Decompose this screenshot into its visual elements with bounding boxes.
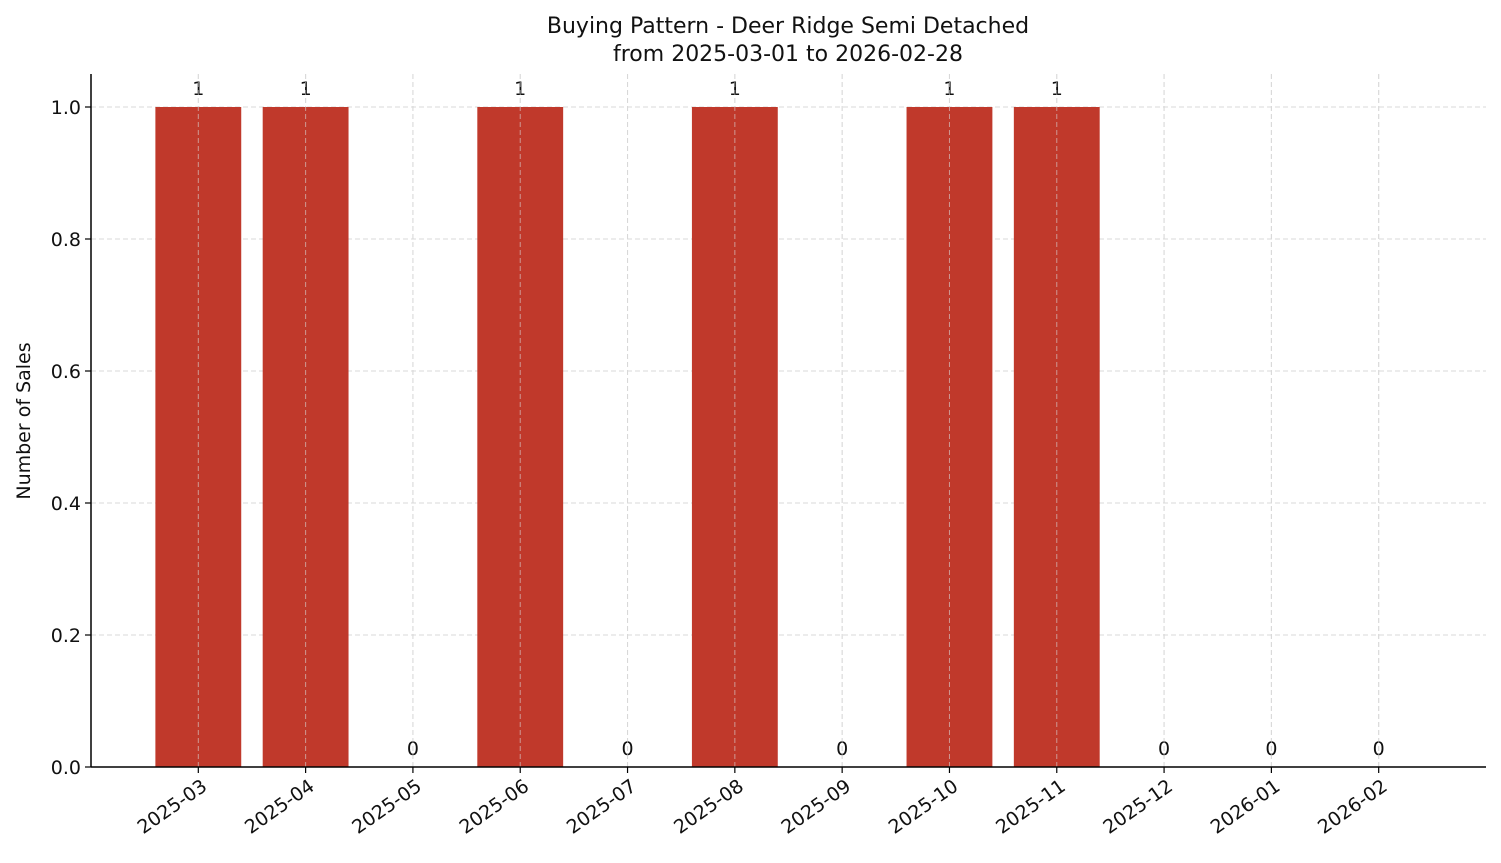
- x-tick-label: 2025-06: [455, 775, 533, 839]
- x-tick-label: 2025-07: [563, 775, 641, 839]
- value-label: 1: [729, 78, 741, 100]
- value-label: 1: [192, 78, 204, 100]
- y-tick-label: 0.2: [51, 625, 81, 647]
- y-tick-label: 1.0: [51, 97, 81, 119]
- y-tick-label: 0.0: [51, 757, 81, 779]
- x-tick-label: 2025-10: [885, 775, 963, 839]
- value-label: 1: [1051, 78, 1063, 100]
- y-axis-label: Number of Sales: [13, 342, 35, 499]
- x-tick-label: 2025-09: [777, 775, 855, 839]
- chart-subtitle: from 2025-03-01 to 2026-02-28: [613, 42, 963, 67]
- x-tick-label: 2026-02: [1314, 775, 1392, 839]
- x-tick-label: 2025-05: [348, 775, 426, 839]
- y-tick-label: 0.8: [51, 229, 81, 251]
- value-label: 1: [300, 78, 312, 100]
- y-tick-label: 0.4: [51, 493, 81, 515]
- x-tick-label: 2025-04: [241, 775, 319, 839]
- x-tick-label: 2025-03: [134, 775, 212, 839]
- value-label: 1: [514, 78, 526, 100]
- x-tick-label: 2025-12: [1099, 775, 1177, 839]
- y-tick-label: 0.6: [51, 361, 81, 383]
- x-tick-label: 2026-01: [1207, 775, 1285, 839]
- value-label: 1: [943, 78, 955, 100]
- chart-title: Buying Pattern - Deer Ridge Semi Detache…: [547, 14, 1029, 39]
- x-tick-label: 2025-08: [670, 775, 748, 839]
- x-tick-label: 2025-11: [992, 775, 1070, 839]
